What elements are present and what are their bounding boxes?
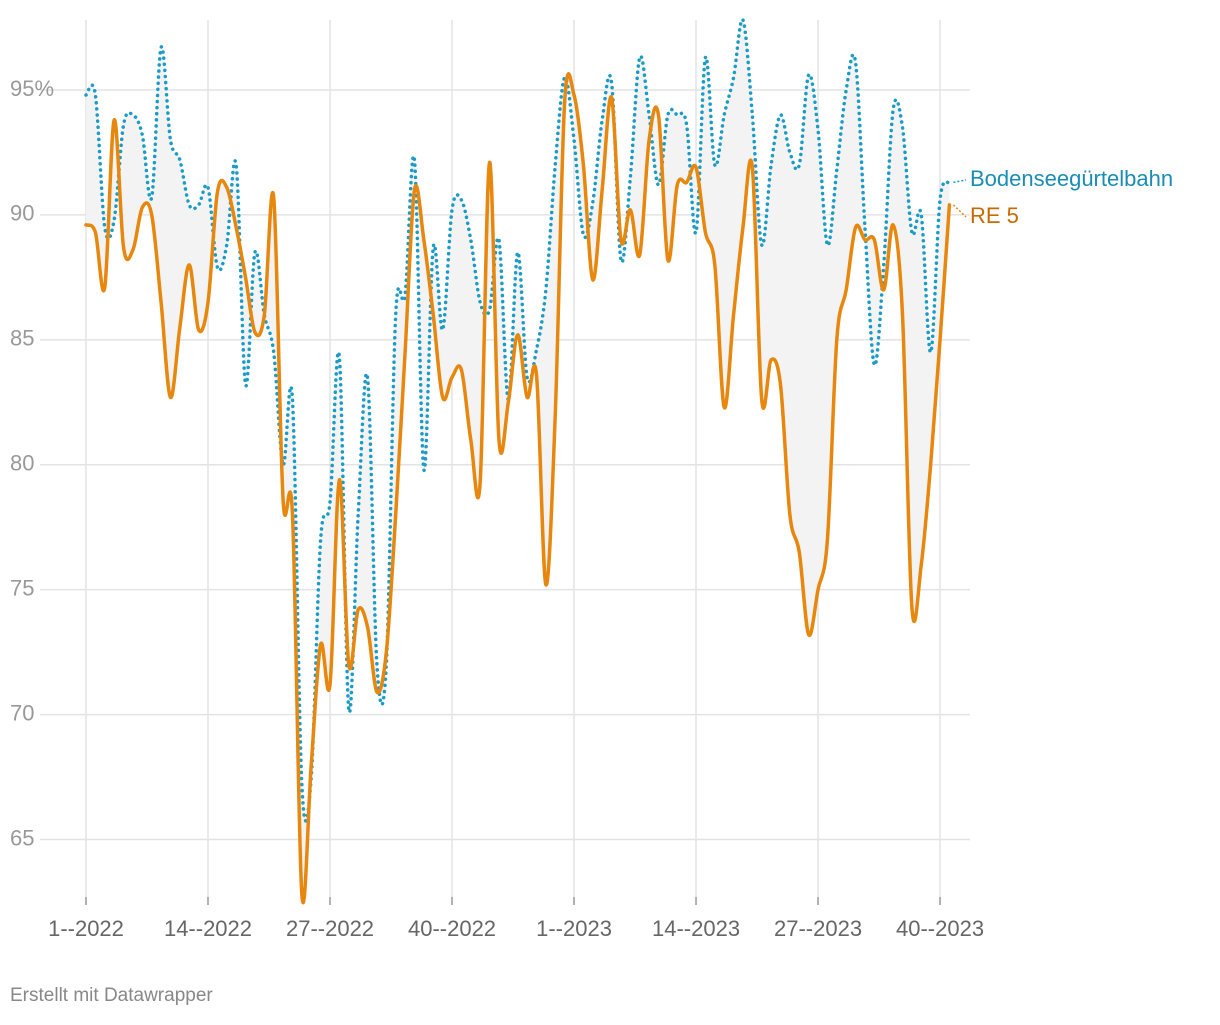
x-tick-label: 27--2023 <box>774 916 862 941</box>
y-tick-label: 75 <box>10 575 34 600</box>
range-fill <box>86 19 950 903</box>
credit: Erstellt mit Datawrapper <box>10 985 213 1006</box>
series-label: Bodenseegürtelbahn <box>970 166 1173 191</box>
x-tick-label: 27--2022 <box>286 916 374 941</box>
label-connector <box>952 204 967 218</box>
y-tick-label: 95% <box>10 76 54 101</box>
y-tick-label: 90 <box>10 201 34 226</box>
y-tick-label: 65 <box>10 825 34 850</box>
series-label: RE 5 <box>970 203 1019 228</box>
y-tick-label: 85 <box>10 326 34 351</box>
x-tick-label: 1--2023 <box>536 916 612 941</box>
y-tick-label: 70 <box>10 700 34 725</box>
x-tick-label: 14--2022 <box>164 916 252 941</box>
x-tick-label: 40--2023 <box>896 916 984 941</box>
x-tick-label: 1--2022 <box>48 916 124 941</box>
x-tick-label: 14--2023 <box>652 916 740 941</box>
series-line <box>84 72 952 905</box>
label-connector <box>953 179 967 184</box>
y-tick-label: 80 <box>10 451 34 476</box>
x-tick-label: 40--2022 <box>408 916 496 941</box>
